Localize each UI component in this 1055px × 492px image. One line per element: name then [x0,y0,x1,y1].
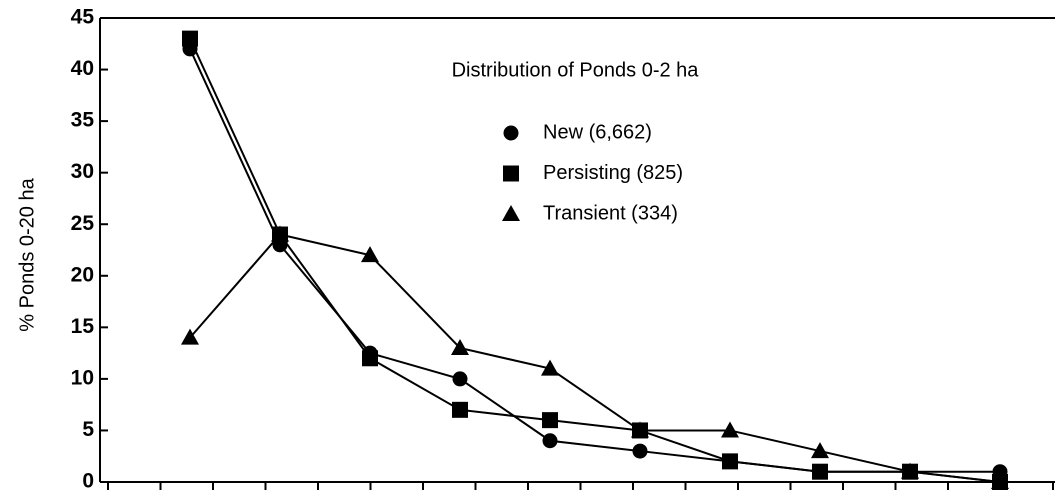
legend-marker [502,205,520,221]
marker [901,462,919,479]
y-tick-label: 0 [82,470,94,492]
series-line [189,233,1001,483]
marker [452,371,468,387]
marker [361,246,379,263]
marker [452,401,468,418]
y-tick-label: 45 [71,6,95,29]
y-tick-label: 15 [71,315,95,338]
series-line [189,38,1001,483]
marker [631,421,649,438]
y-tick-label: 10 [71,366,94,389]
marker [632,443,648,459]
marker [451,338,469,355]
marker [362,350,378,367]
marker [181,328,199,345]
marker [811,442,829,459]
marker [182,30,198,47]
marker [721,421,739,438]
marker [722,453,738,470]
y-tick-label: 20 [71,263,94,286]
marker [271,225,289,242]
y-tick-label: 5 [82,418,94,441]
legend-marker [503,125,519,141]
marker [991,473,1009,489]
y-tick-label: 35 [71,109,95,132]
legend-marker [503,165,519,182]
marker [541,359,559,376]
marker [542,433,558,449]
y-axis-label: % Ponds 0-20 ha [16,177,38,331]
y-tick-label: 25 [71,212,95,235]
series-line [189,48,1000,473]
legend-label: New (6,662) [543,121,652,143]
chart-title: Distribution of Ponds 0-2 ha [452,59,700,81]
legend-label: Persisting (825) [543,162,683,184]
marker [812,463,828,480]
y-tick-label: 40 [71,57,94,80]
marker [542,412,558,429]
legend-label: Transient (334) [543,202,678,224]
y-tick-label: 30 [71,160,94,183]
